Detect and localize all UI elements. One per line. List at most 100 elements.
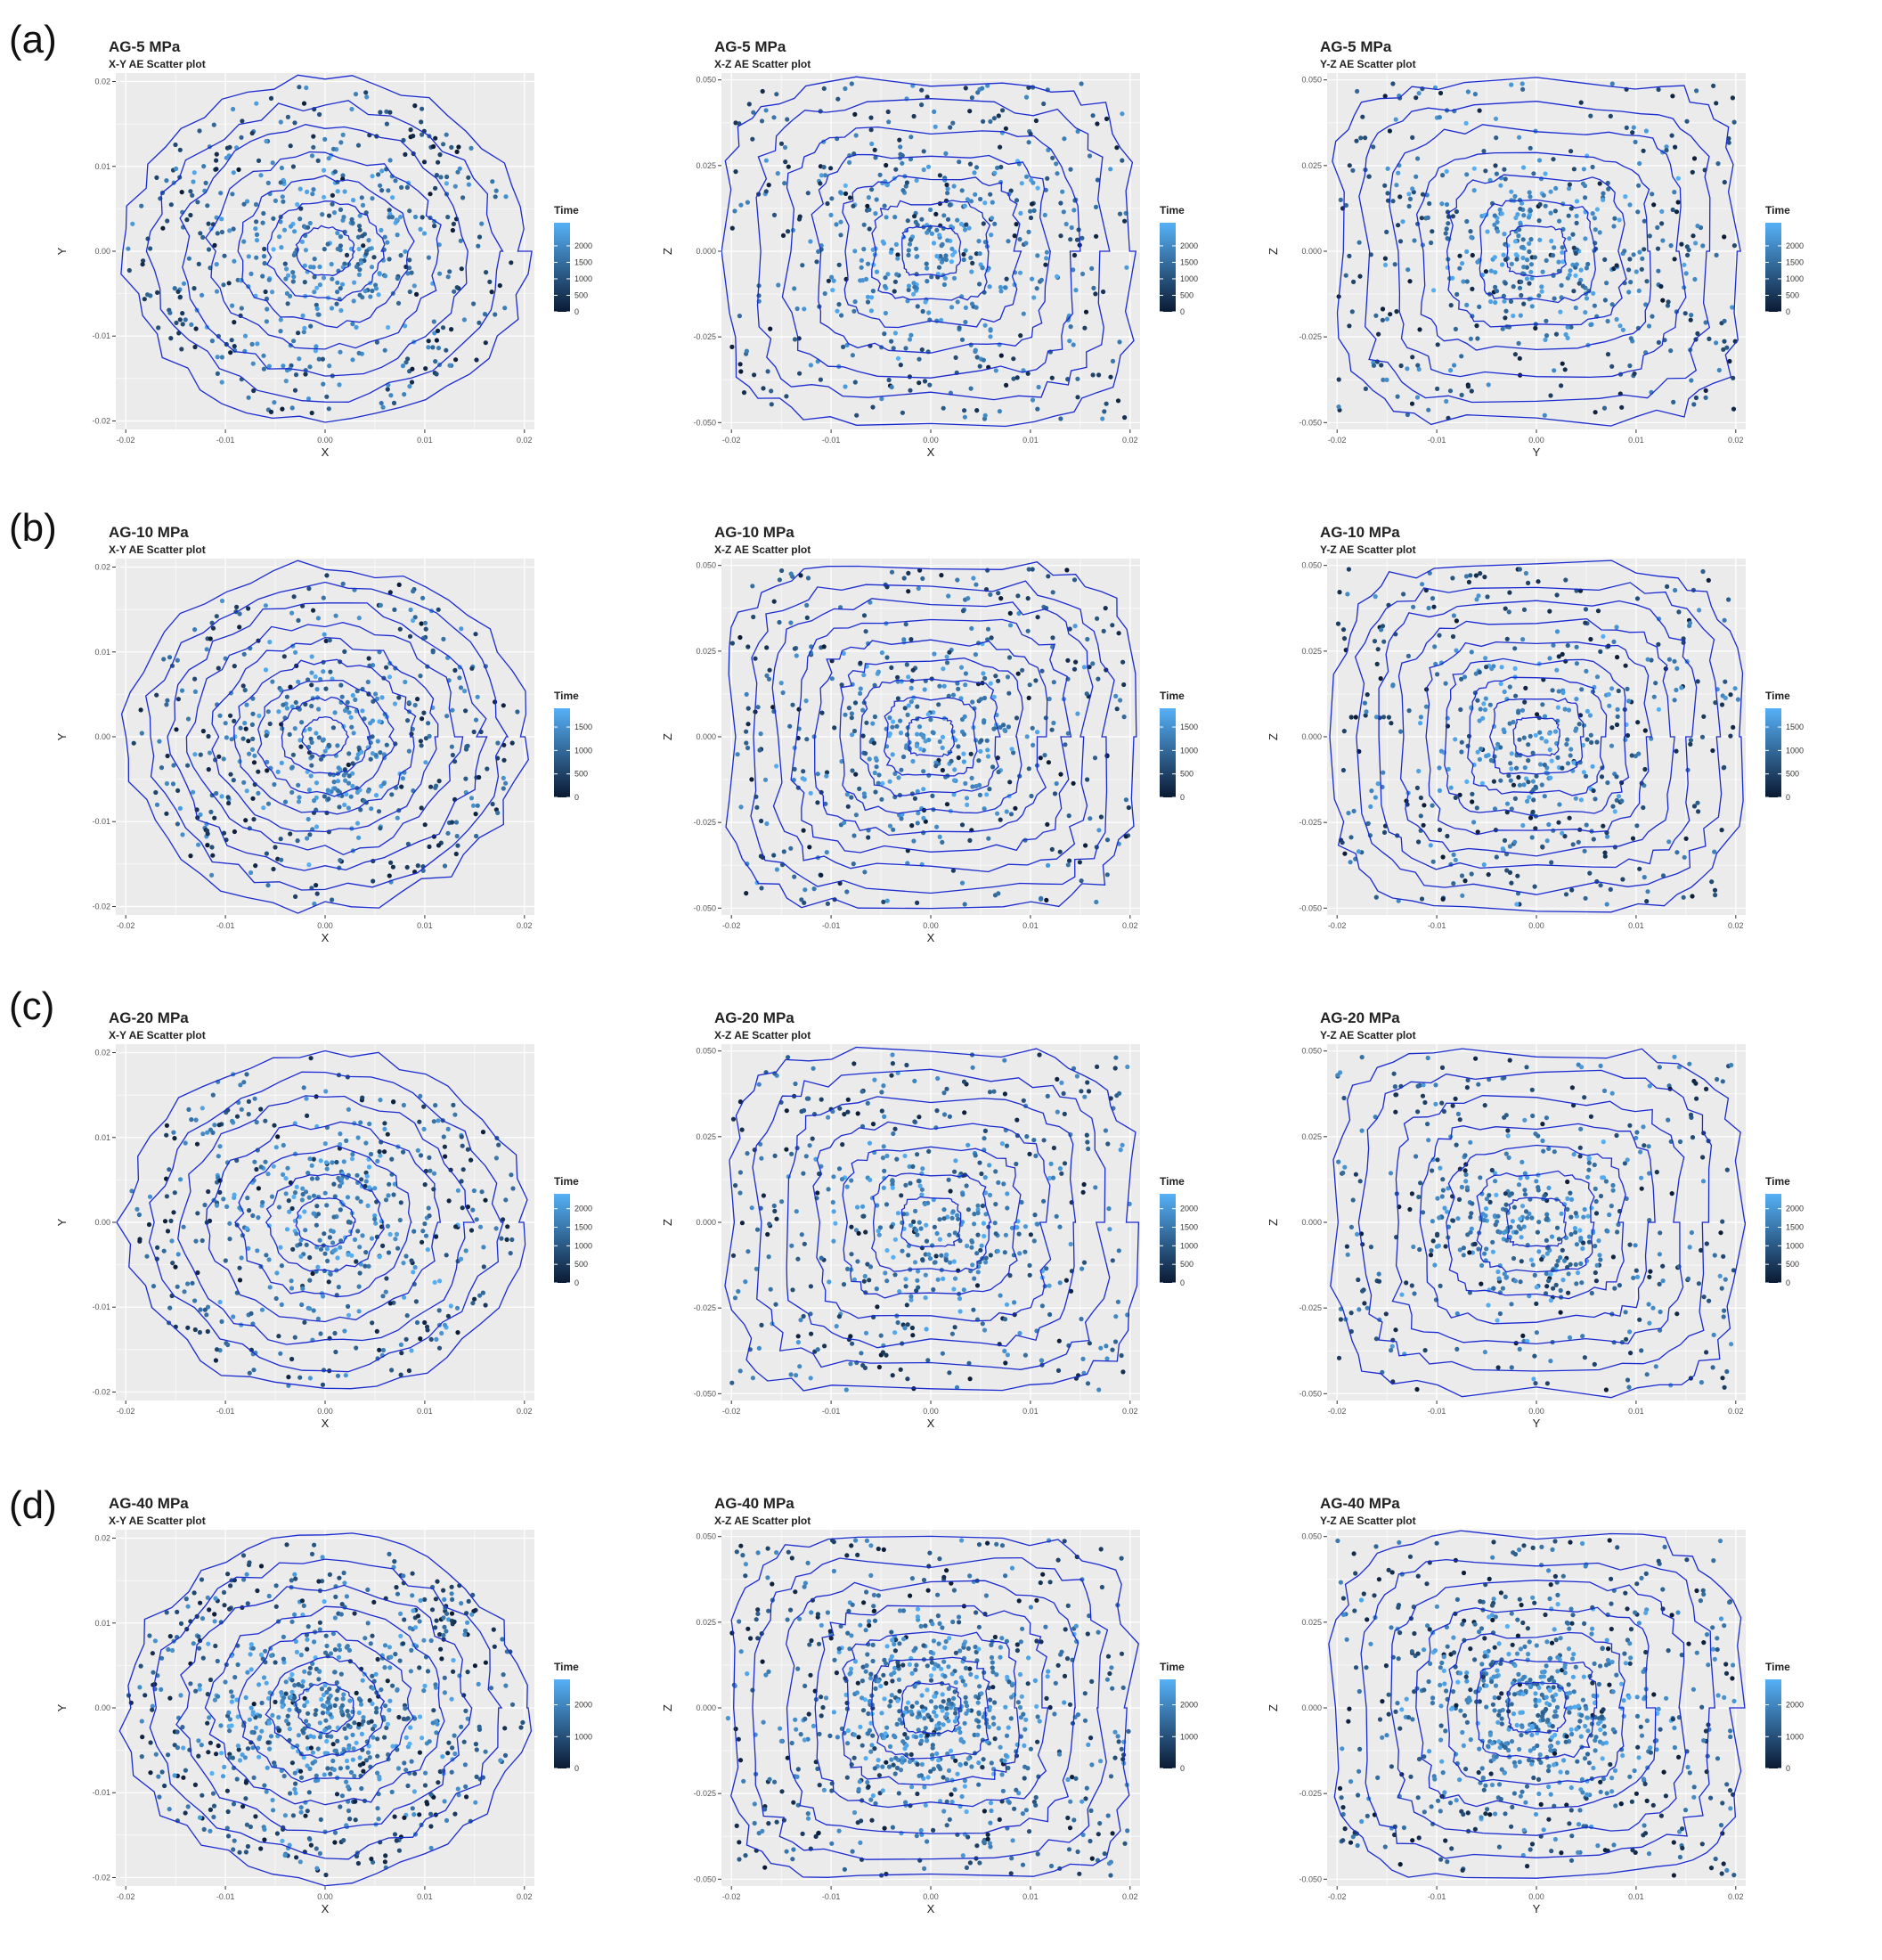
data-point xyxy=(277,234,282,240)
data-point xyxy=(307,726,313,731)
data-point xyxy=(452,1112,458,1117)
data-point xyxy=(1475,829,1480,835)
data-point xyxy=(214,158,219,163)
data-point xyxy=(1516,774,1521,780)
data-point xyxy=(922,379,928,384)
data-point xyxy=(224,155,229,160)
data-point xyxy=(1444,226,1449,232)
contour-line xyxy=(839,657,1023,814)
data-point xyxy=(137,1237,143,1242)
data-point xyxy=(763,158,769,163)
legend-tick-label: 0 xyxy=(1180,1278,1185,1287)
data-point xyxy=(1080,1356,1086,1361)
legend-title: Time xyxy=(1160,204,1185,216)
data-point xyxy=(1068,167,1073,172)
data-point xyxy=(1090,372,1096,378)
data-point xyxy=(804,602,810,608)
data-point xyxy=(1617,323,1623,329)
data-point xyxy=(346,1303,351,1309)
data-point xyxy=(1584,296,1590,301)
data-point xyxy=(996,591,1001,596)
data-point xyxy=(223,721,228,726)
data-point xyxy=(167,655,173,660)
data-point xyxy=(1647,233,1652,239)
contour-line xyxy=(211,636,439,833)
data-point xyxy=(389,1156,395,1162)
data-point xyxy=(436,1345,443,1351)
data-point xyxy=(890,1061,895,1066)
data-point xyxy=(1489,666,1495,672)
data-point xyxy=(317,282,322,288)
data-point xyxy=(821,165,827,170)
data-point xyxy=(444,714,450,719)
data-point xyxy=(867,1278,872,1283)
data-point xyxy=(1586,1167,1592,1172)
legend-tick-label: 500 xyxy=(1180,1260,1194,1269)
data-point xyxy=(755,705,761,710)
data-point xyxy=(807,845,812,850)
data-point xyxy=(241,1080,247,1085)
data-point xyxy=(1030,201,1035,207)
data-point xyxy=(1722,617,1727,623)
x-tick-label: 0.02 xyxy=(1122,1407,1138,1416)
data-point xyxy=(1614,797,1619,803)
data-point xyxy=(358,1199,363,1205)
data-point xyxy=(802,306,807,312)
data-point xyxy=(965,197,970,202)
data-point xyxy=(186,1107,191,1112)
data-point xyxy=(1093,1185,1098,1190)
data-point xyxy=(900,754,907,760)
data-point xyxy=(818,377,823,382)
data-point xyxy=(911,113,917,119)
chart-title: AG-10 MPa xyxy=(1320,524,1400,541)
data-point xyxy=(1019,1199,1024,1205)
data-point xyxy=(880,239,885,244)
data-point xyxy=(340,581,346,586)
data-point xyxy=(232,1192,237,1197)
data-point xyxy=(884,655,890,660)
data-point xyxy=(314,891,320,896)
data-point xyxy=(1528,262,1534,267)
data-point xyxy=(1648,1269,1653,1274)
data-point xyxy=(221,1196,226,1202)
data-point xyxy=(354,1259,359,1264)
data-point xyxy=(1453,326,1458,331)
data-point xyxy=(982,1128,988,1133)
data-point xyxy=(1439,201,1445,207)
data-point xyxy=(322,247,327,252)
data-point xyxy=(475,803,480,808)
data-point xyxy=(214,151,219,157)
data-point xyxy=(451,1102,456,1107)
data-point xyxy=(1691,156,1698,161)
data-point xyxy=(995,811,1000,816)
data-point xyxy=(350,322,355,327)
data-point xyxy=(1568,747,1574,752)
data-point xyxy=(932,651,937,657)
data-point xyxy=(279,857,284,862)
data-point xyxy=(280,726,285,731)
data-point xyxy=(957,1309,963,1314)
data-point xyxy=(376,809,382,814)
data-point xyxy=(1118,1147,1123,1153)
data-point xyxy=(1366,174,1372,179)
data-point xyxy=(789,1151,794,1156)
data-point xyxy=(297,1242,303,1247)
data-point xyxy=(1666,657,1672,662)
data-point xyxy=(899,1193,904,1198)
data-point xyxy=(1464,302,1470,307)
data-point xyxy=(318,1246,324,1252)
data-point xyxy=(392,701,398,706)
data-point xyxy=(281,199,286,204)
data-point xyxy=(872,770,877,776)
chart-title: AG-20 MPa xyxy=(109,1009,189,1026)
data-point xyxy=(1062,1161,1068,1166)
data-point xyxy=(1363,386,1368,391)
panel-c-xz: AG-20 MPa X-Z AE Scatter plot -0.02 -0.01 0.… xyxy=(659,1007,1229,1470)
data-point xyxy=(1574,220,1579,225)
data-point xyxy=(252,781,257,788)
data-point xyxy=(797,214,802,219)
data-point xyxy=(905,712,910,717)
data-point xyxy=(185,716,191,722)
data-point xyxy=(1720,1219,1725,1224)
